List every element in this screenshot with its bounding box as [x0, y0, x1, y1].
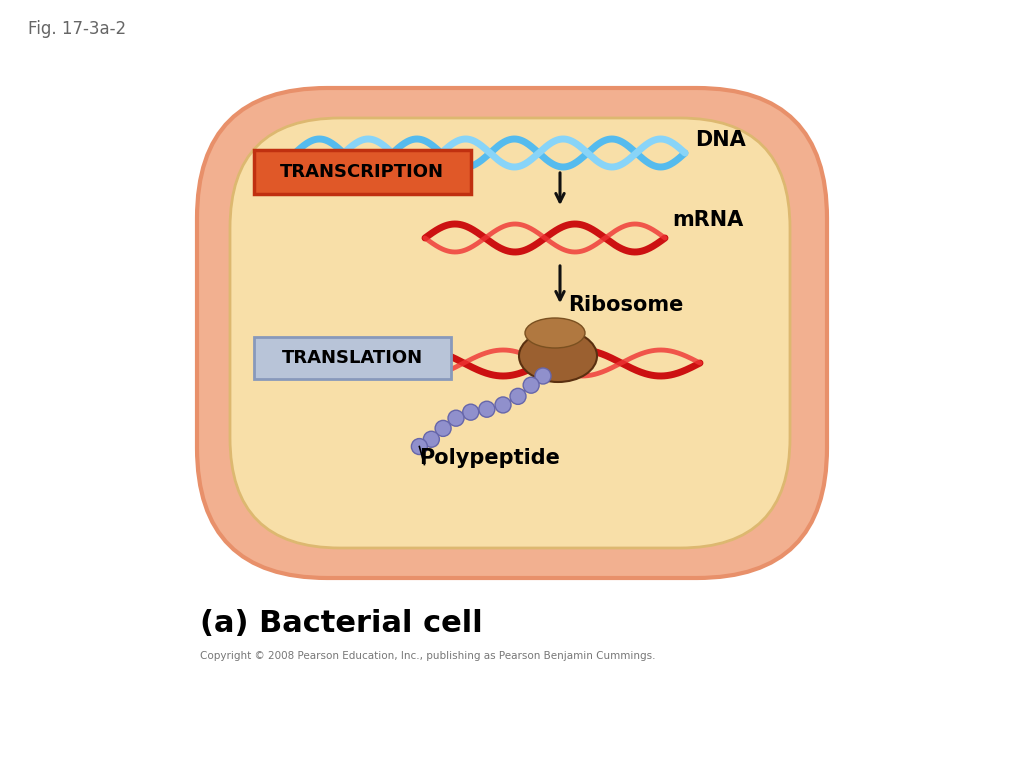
- FancyBboxPatch shape: [254, 150, 471, 194]
- Circle shape: [479, 401, 495, 417]
- Circle shape: [495, 397, 511, 413]
- Ellipse shape: [525, 318, 585, 348]
- Text: DNA: DNA: [695, 130, 745, 150]
- Text: Polypeptide: Polypeptide: [420, 448, 560, 468]
- Circle shape: [463, 404, 479, 420]
- Circle shape: [535, 368, 551, 384]
- Circle shape: [412, 439, 427, 455]
- FancyBboxPatch shape: [254, 337, 451, 379]
- FancyBboxPatch shape: [197, 88, 827, 578]
- Circle shape: [510, 389, 526, 405]
- Text: Copyright © 2008 Pearson Education, Inc., publishing as Pearson Benjamin Cumming: Copyright © 2008 Pearson Education, Inc.…: [200, 651, 655, 661]
- Text: Ribosome: Ribosome: [568, 295, 683, 315]
- Circle shape: [435, 420, 452, 436]
- Text: (a) Bacterial cell: (a) Bacterial cell: [200, 608, 482, 637]
- Ellipse shape: [519, 330, 597, 382]
- Text: mRNA: mRNA: [672, 210, 743, 230]
- Circle shape: [523, 377, 540, 393]
- Text: TRANSLATION: TRANSLATION: [282, 349, 423, 367]
- Text: TRANSCRIPTION: TRANSCRIPTION: [280, 163, 444, 181]
- FancyBboxPatch shape: [230, 118, 790, 548]
- Text: Fig. 17-3a-2: Fig. 17-3a-2: [28, 20, 126, 38]
- Circle shape: [423, 432, 439, 447]
- Circle shape: [449, 410, 464, 426]
